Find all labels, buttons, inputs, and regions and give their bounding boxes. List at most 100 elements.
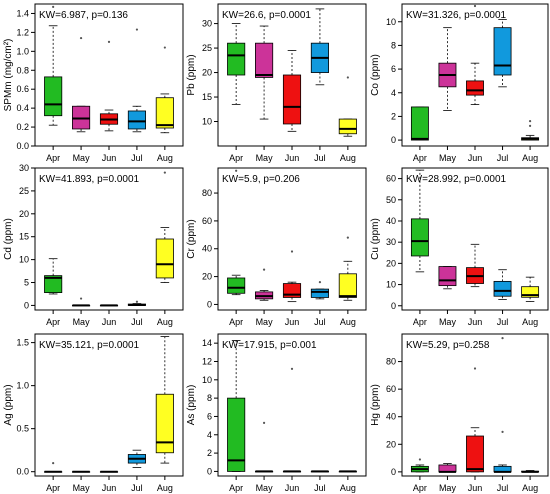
y-tick-label: 40	[386, 412, 396, 422]
kw-annotation: KW=6.987, p=0.136	[39, 10, 128, 21]
y-tick-label: 4	[207, 430, 212, 440]
box-jun	[466, 243, 484, 288]
box-jun	[466, 427, 484, 473]
box-aug	[338, 260, 357, 301]
y-tick-label: 8	[391, 40, 396, 50]
box-may	[438, 463, 457, 473]
x-tick-label: Aug	[340, 153, 356, 163]
chart-panel-9: 0 20 40 60 80 Hg (ppm) KW=5.29, p=0.258 Apr May J…	[370, 333, 549, 493]
y-tick-label: 0.0	[16, 141, 29, 151]
x-tick-label: Apr	[229, 317, 243, 327]
y-tick-label: 0.2	[16, 122, 29, 132]
outlier-point	[501, 430, 504, 433]
outlier-point	[135, 300, 139, 303]
y-tick-label: 80	[386, 357, 396, 367]
box-jun	[466, 62, 484, 105]
y-tick-label: 6	[207, 411, 212, 421]
iqr-box	[410, 218, 429, 257]
outlier-point	[346, 76, 349, 79]
y-tick-label: 15	[19, 232, 29, 242]
x-tick-label: May	[73, 317, 91, 327]
chart-panel-6: 0 10 20 30 40 50 60 Cu (ppm) KW=28.992, p=0.0001…	[370, 167, 549, 327]
iqr-box	[338, 118, 357, 135]
box-jul	[310, 470, 329, 473]
y-axis-label: Ag (ppm)	[3, 384, 14, 425]
box-aug	[338, 470, 357, 473]
outlier-point	[418, 458, 422, 461]
chart-panel-2: 10 15 20 25 30 Pb (ppm) KW=26.6, p=0.0001 Apr Ma…	[186, 3, 367, 163]
y-tick-label: 4	[391, 88, 396, 98]
y-tick-label: 10	[202, 375, 212, 385]
x-tick-label: May	[439, 317, 457, 327]
x-tick-label: Aug	[522, 483, 538, 493]
y-tick-label: 6	[391, 64, 396, 74]
kw-annotation: KW=31.326, p=0.0001	[406, 10, 507, 21]
iqr-box	[44, 76, 63, 117]
x-tick-label: Apr	[413, 483, 427, 493]
iqr-box	[466, 80, 484, 96]
x-tick-label: Jul	[131, 483, 143, 493]
y-tick-label: 25	[202, 43, 212, 53]
box-jun	[282, 50, 302, 132]
y-tick-label: 0	[391, 135, 396, 145]
iqr-box	[127, 110, 146, 130]
box-may	[255, 25, 274, 120]
outlier-point	[290, 367, 294, 370]
outlier-point	[473, 367, 477, 370]
y-axis-label: Co (ppm)	[370, 54, 381, 96]
outlier-point	[163, 171, 166, 174]
iqr-box	[155, 238, 174, 279]
y-tick-label: 0.5	[16, 424, 29, 434]
box-apr	[227, 340, 246, 472]
y-tick-label: 2	[391, 111, 396, 121]
box-apr	[44, 25, 63, 126]
iqr-box	[44, 275, 63, 293]
iqr-box	[338, 273, 357, 298]
box-jul	[493, 464, 512, 473]
box-aug	[155, 93, 174, 134]
box-may	[438, 266, 457, 290]
y-tick-label: 40	[202, 244, 212, 254]
x-tick-label: Jul	[314, 483, 326, 493]
box-jul	[310, 288, 329, 300]
x-tick-label: Apr	[46, 317, 60, 327]
y-tick-label: 60	[202, 216, 212, 226]
x-tick-label: Jul	[314, 153, 326, 163]
iqr-box	[227, 277, 246, 294]
x-tick-label: May	[256, 317, 274, 327]
x-tick-label: Apr	[413, 153, 427, 163]
iqr-box	[410, 106, 429, 141]
box-jul	[493, 18, 512, 88]
x-tick-label: Jul	[131, 153, 143, 163]
outlier-point	[318, 281, 322, 284]
outlier-point	[528, 120, 532, 123]
kw-annotation: KW=5.9, p=0.206	[222, 174, 300, 185]
iqr-box	[255, 42, 274, 78]
box-apr	[44, 258, 63, 295]
y-tick-label: 5	[24, 278, 29, 288]
y-tick-label: 10	[386, 17, 396, 27]
y-axis-label: Cr (ppm)	[186, 219, 197, 258]
x-tick-label: Jul	[131, 317, 143, 327]
box-aug	[155, 336, 174, 464]
iqr-box	[466, 435, 484, 473]
x-tick-label: Jun	[285, 317, 300, 327]
chart-panel-8: 0 2 4 6 8 10 12 14 As (ppm) KW=17.915, p=0.001 Apr…	[186, 333, 367, 493]
iqr-box	[493, 27, 512, 76]
outlier-point	[163, 46, 166, 49]
box-apr	[410, 169, 429, 273]
box-apr	[410, 464, 429, 473]
chart-panel-7: 0.0 0.5 1.0 1.5 Ag (ppm) KW=35.121, p=0.0001 A…	[3, 333, 184, 493]
y-tick-label: 20	[19, 209, 29, 219]
chart-panel-1: 0.0 0.2 0.4 0.6 0.8 1.0 1.2 1.4 SPMm (mg/cm²) KW=…	[3, 3, 184, 163]
x-tick-label: Jul	[497, 483, 509, 493]
box-apr	[227, 23, 246, 105]
y-tick-label: 30	[386, 237, 396, 247]
outlier-point	[262, 421, 266, 424]
x-tick-label: Jun	[102, 317, 117, 327]
iqr-box	[438, 266, 457, 287]
x-tick-label: Aug	[522, 153, 538, 163]
y-tick-label: 0	[207, 466, 212, 476]
kw-annotation: KW=26.6, p=0.0001	[222, 10, 311, 21]
x-tick-label: Apr	[46, 153, 60, 163]
